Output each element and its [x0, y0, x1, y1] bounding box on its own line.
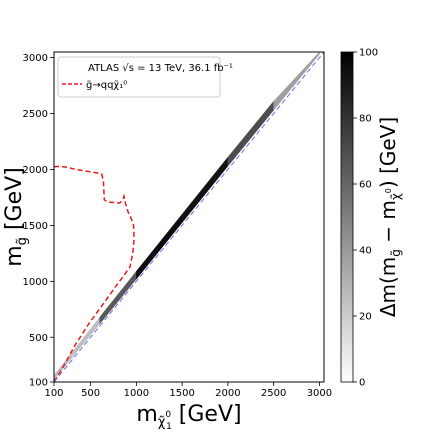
band-segment — [273, 52, 320, 111]
colorbar-tick-label: 0 — [359, 378, 365, 389]
colorbar-tick: 20 — [353, 312, 372, 323]
x-tick-label: 100 — [44, 388, 63, 399]
x-tick: 1500 — [169, 382, 195, 399]
legend: ATLAS √s = 13 TeV, 36.1 fb⁻¹ g̃→qqχ̃₁⁰ — [57, 56, 233, 98]
y-tick: 100 — [29, 378, 54, 389]
x-axis-ticks: 100 500 1000 1500 2000 2500 3000 — [44, 382, 332, 399]
colorbar-tick: 100 — [353, 48, 378, 59]
diagonal-line — [54, 52, 324, 382]
colorbar-tick-label: 100 — [359, 48, 378, 59]
x-tick: 100 — [44, 382, 64, 399]
colorbar — [340, 51, 354, 383]
legend-entry-atlas: ATLAS √s = 13 TeV, 36.1 fb⁻¹ — [88, 63, 233, 74]
x-tick: 2000 — [215, 382, 241, 399]
y-axis-title: mg̃ [GeV] — [2, 167, 30, 267]
x-tick-label: 1500 — [169, 388, 194, 399]
y-tick-label: 500 — [29, 333, 48, 344]
plot-frame — [53, 51, 325, 383]
colorbar-tick-label: 60 — [359, 180, 372, 191]
y-tick-label: 2500 — [23, 109, 48, 120]
x-tick: 500 — [81, 382, 100, 399]
y-tick: 1500 — [23, 221, 54, 232]
x-tick: 1000 — [124, 382, 149, 399]
x-tick: 2500 — [261, 382, 286, 399]
y-tick-label: 100 — [29, 378, 48, 389]
y-tick-label: 2000 — [23, 165, 48, 176]
y-tick: 3000 — [23, 53, 54, 64]
colorbar-tick-label: 20 — [359, 312, 372, 323]
chart-marks — [54, 52, 324, 382]
colorbar-tick-label: 40 — [359, 246, 372, 257]
colorbar-tick: 80 — [353, 114, 372, 125]
y-tick-label: 1500 — [23, 221, 48, 232]
y-tick: 1000 — [23, 277, 54, 288]
legend-entry-process: g̃→qqχ̃₁⁰ — [86, 79, 127, 91]
colorbar-tick: 0 — [353, 378, 365, 389]
colorbar-tick: 60 — [353, 180, 372, 191]
colorbar-tick-label: 80 — [359, 114, 372, 125]
x-tick-label: 2000 — [215, 388, 240, 399]
x-tick-label: 1000 — [124, 388, 149, 399]
y-tick: 500 — [29, 333, 54, 344]
y-tick-label: 1000 — [23, 277, 48, 288]
colorbar-tick: 40 — [353, 246, 372, 257]
x-tick-label: 2500 — [261, 388, 286, 399]
y-axis-ticks: 100 500 1000 1500 2000 2500 3000 — [23, 53, 54, 389]
colorbar-ticks: 0 20 40 60 80 100 — [353, 48, 378, 389]
x-tick: 3000 — [307, 382, 332, 399]
legend-box — [57, 56, 221, 98]
colorbar-title: Δm(mg̃ − mχ̃0) [GeV] — [376, 117, 403, 317]
x-axis-title: mχ̃0 1 [GeV] — [136, 402, 241, 432]
y-tick: 2500 — [23, 109, 54, 120]
x-tick-label: 500 — [81, 388, 100, 399]
x-tick-label: 3000 — [307, 388, 332, 399]
y-tick: 2000 — [23, 165, 54, 176]
exclusion-contour — [54, 165, 135, 382]
y-tick-label: 3000 — [23, 53, 48, 64]
